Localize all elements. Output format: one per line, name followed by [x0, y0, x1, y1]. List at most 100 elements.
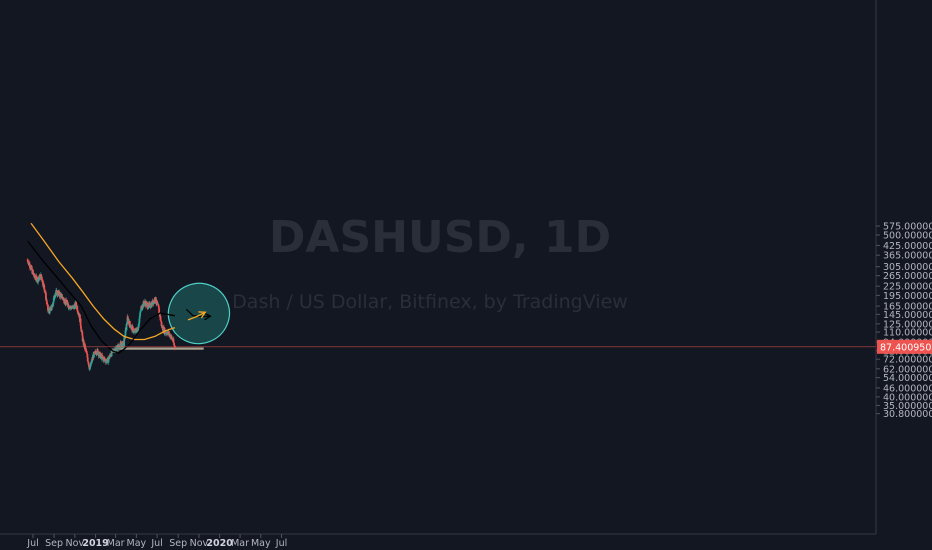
price-tag-label: 87.40095000 [880, 342, 932, 353]
candle-body [77, 313, 80, 315]
candle-body [29, 264, 31, 268]
candle-body [89, 365, 92, 369]
price-tick-label: 46.00000000 [883, 383, 932, 394]
price-tick-label: 125.00000000 [883, 319, 932, 330]
time-tick-label: Mar [231, 538, 249, 549]
candle-body [47, 305, 49, 311]
candle-body [70, 306, 72, 308]
candle-body [32, 272, 35, 274]
candle-body [87, 362, 90, 365]
candle-body [68, 305, 70, 309]
candle-body [96, 353, 98, 355]
price-tick-label: 72.00000000 [883, 355, 932, 366]
candle-body [59, 293, 62, 295]
time-tick-label: Sep [45, 538, 63, 549]
candle-body [160, 321, 163, 322]
price-tick-label: 54.00000000 [883, 373, 932, 384]
candle-body [141, 308, 144, 310]
candle-body [82, 339, 85, 346]
candle-body [59, 294, 62, 298]
candle-body [87, 361, 89, 363]
candle-body [45, 292, 47, 300]
candle-body [40, 277, 43, 280]
candle-body [170, 335, 173, 337]
candle-body [30, 265, 33, 270]
candle-body [168, 333, 171, 337]
candle-body [80, 325, 82, 329]
target-ellipse-layer [167, 282, 231, 345]
candle-body [117, 344, 120, 347]
candle-body [125, 324, 128, 331]
candle-body [126, 316, 129, 319]
candle-body [86, 357, 89, 362]
candle-body [166, 332, 169, 335]
price-tick-label: 500.00000000 [883, 231, 932, 242]
candle-body [143, 302, 146, 305]
candle-body [84, 347, 87, 350]
candle-body [50, 305, 53, 311]
candle-body [119, 342, 122, 344]
price-tick-label: 40.00000000 [883, 392, 932, 403]
candle-body [37, 278, 40, 280]
candle-body [146, 302, 149, 304]
candle-body [42, 283, 45, 286]
candle-body [152, 300, 155, 305]
candle-body [164, 330, 167, 334]
candle-body [27, 259, 29, 263]
candle-body [127, 318, 130, 323]
candle-body [96, 349, 99, 351]
candle-body [73, 304, 76, 309]
candle-body [85, 351, 88, 354]
candle-body [43, 285, 46, 289]
candle-body [104, 359, 107, 362]
candle-body [138, 318, 141, 323]
time-tick-label: Mar [107, 538, 125, 549]
candle-body [149, 307, 152, 308]
candle-body [132, 331, 135, 333]
time-tick-label: 2020 [206, 538, 233, 549]
candle-body [160, 321, 163, 327]
candle-body [46, 301, 48, 305]
candle-body [57, 291, 60, 296]
candle-body [32, 270, 34, 273]
candle-body [53, 297, 56, 299]
candle-body [85, 349, 87, 352]
time-tick-label: 2019 [82, 538, 108, 549]
time-tick-label: Nov [66, 538, 85, 549]
price-tick-label: 110.00000000 [883, 328, 932, 339]
time-tick-label: Nov [190, 538, 209, 549]
candle-body [54, 296, 56, 298]
projection-layer [185, 308, 212, 321]
ma-slow-line [30, 222, 176, 341]
candle-body [34, 277, 36, 278]
candle-body [100, 353, 102, 357]
candle-body [37, 279, 39, 283]
price-axis[interactable]: 575.00000000500.00000000425.00000000365.… [875, 0, 932, 550]
candle-body [107, 359, 110, 363]
price-tick-label: 35.00000000 [883, 401, 932, 412]
candle-body [156, 300, 158, 304]
watermark-subtitle: Dash / US Dollar, Bitfinex, by TradingVi… [232, 291, 628, 313]
projection-orange-arrow-path [187, 311, 206, 321]
projection-black-arrow-head [203, 312, 212, 321]
candle-body [33, 274, 36, 278]
candle-body [62, 296, 64, 299]
candle-body [132, 327, 134, 332]
candle-body [88, 364, 90, 368]
candle-body [157, 306, 160, 309]
time-tick-label: Sep [169, 538, 187, 549]
current-price-tag: 87.40095000 [877, 339, 932, 354]
candle-body [76, 310, 79, 312]
candle-body [40, 274, 43, 276]
candle-body [86, 353, 88, 355]
candle-body [92, 352, 95, 358]
candle-body [69, 307, 71, 309]
candle-body [86, 354, 89, 358]
candle-body [98, 354, 100, 357]
candle-body [95, 353, 98, 355]
candle-body [129, 324, 132, 328]
candle-body [137, 326, 140, 328]
candle-body [136, 328, 138, 330]
